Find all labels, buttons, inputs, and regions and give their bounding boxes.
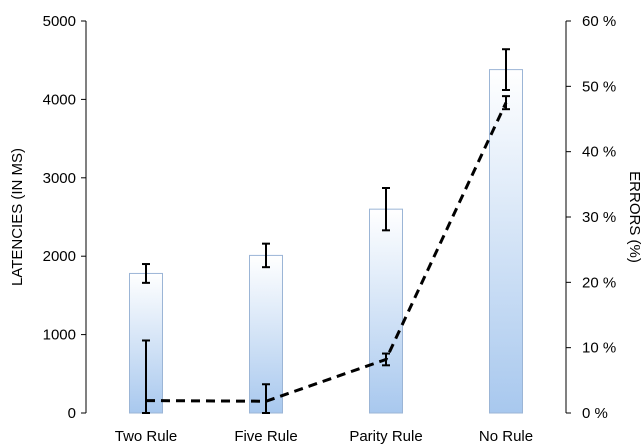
category-labels: Two Rule Five Rule Parity Rule No Rule [115, 428, 533, 445]
left-tick-label: 2000 [43, 248, 76, 265]
right-tick-label: 40 % [582, 144, 616, 161]
right-tick-label: 0 % [582, 405, 608, 422]
category-label: Two Rule [115, 428, 178, 445]
left-tick-label: 5000 [43, 13, 76, 30]
bar-group [129, 69, 523, 414]
latency-bar [369, 208, 403, 414]
category-label: No Rule [479, 428, 533, 445]
y-axis-title: LATENCIES (IN MS) [9, 148, 26, 286]
category-label: Five Rule [234, 428, 297, 445]
left-tick-label: 4000 [43, 91, 76, 108]
left-tick-label: 1000 [43, 327, 76, 344]
bar-error-group [142, 48, 510, 284]
latency-bar [489, 69, 523, 414]
left-tick-label: 3000 [43, 170, 76, 187]
left-axis-ticks: 0 1000 2000 3000 4000 5000 [43, 13, 86, 422]
error-line-group [142, 95, 510, 414]
right-tick-label: 10 % [582, 340, 616, 357]
right-tick-label: 20 % [582, 274, 616, 291]
right-axis-ticks: 0 % 10 % 20 % 30 % 40 % 50 % 60 % [566, 13, 616, 422]
y2-axis-title: ERRORS (%) [626, 171, 641, 263]
errors-line [145, 102, 508, 403]
right-tick-label: 30 % [582, 209, 616, 226]
category-label: Parity Rule [349, 428, 422, 445]
left-tick-label: 0 [68, 405, 76, 422]
right-tick-label: 50 % [582, 78, 616, 95]
right-tick-label: 60 % [582, 13, 616, 30]
